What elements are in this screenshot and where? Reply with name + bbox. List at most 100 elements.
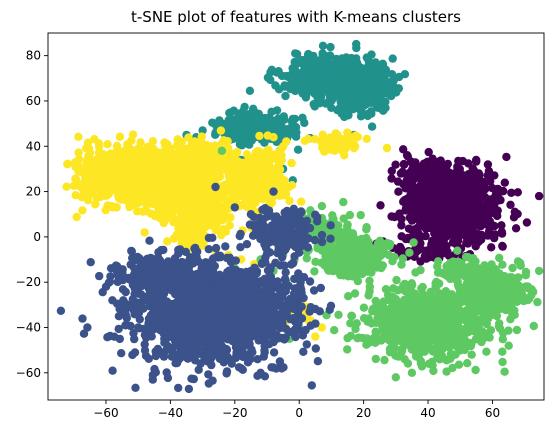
scatter-point (73, 213, 81, 221)
scatter-point (347, 136, 355, 144)
scatter-point (341, 108, 349, 116)
scatter-point (156, 169, 164, 177)
scatter-point (428, 237, 436, 245)
scatter-point (92, 173, 100, 181)
scatter-point (498, 348, 506, 356)
scatter-point (357, 64, 365, 72)
scatter-point (91, 183, 99, 191)
scatter-point (417, 359, 425, 367)
scatter-point (505, 342, 513, 350)
scatter-point (201, 214, 209, 222)
scatter-point (431, 321, 439, 329)
scatter-point (267, 108, 275, 116)
scatter-point (190, 172, 198, 180)
scatter-point (374, 335, 382, 343)
scatter-point (459, 330, 467, 338)
scatter-point (449, 294, 457, 302)
scatter-point (261, 190, 269, 198)
scatter-point (475, 324, 483, 332)
scatter-point (275, 85, 283, 93)
scatter-point (389, 54, 397, 62)
scatter-point (282, 137, 290, 145)
scatter-point (506, 201, 514, 209)
scatter-point (348, 312, 356, 320)
scatter-point (474, 316, 482, 324)
scatter-point (400, 160, 408, 168)
scatter-point (444, 305, 452, 313)
scatter-point (229, 167, 237, 175)
scatter-point (430, 169, 438, 177)
scatter-point (82, 160, 90, 168)
scatter-point (485, 196, 493, 204)
scatter-point (393, 337, 401, 345)
scatter-point (327, 139, 335, 147)
scatter-point (471, 366, 479, 374)
scatter-point (460, 227, 468, 235)
scatter-point (215, 164, 223, 172)
scatter-point (185, 233, 193, 241)
scatter-point (530, 322, 538, 330)
scatter-point (450, 179, 458, 187)
scatter-point (438, 235, 446, 243)
scatter-point (109, 184, 117, 192)
scatter-point (455, 202, 463, 210)
scatter-point (133, 176, 141, 184)
scatter-point (78, 206, 86, 214)
scatter-point (258, 159, 266, 167)
scatter-point (438, 345, 446, 353)
scatter-point (96, 163, 104, 171)
scatter-point (116, 133, 124, 141)
scatter-point (128, 150, 136, 158)
scatter-point (402, 184, 410, 192)
scatter-point (401, 355, 409, 363)
scatter-point (343, 128, 351, 136)
scatter-point (142, 181, 150, 189)
scatter-point (376, 201, 384, 209)
scatter-point (203, 154, 211, 162)
scatter-point (415, 343, 423, 351)
scatter-point (437, 328, 445, 336)
scatter-point (255, 132, 263, 140)
scatter-point (236, 192, 244, 200)
scatter-point (459, 210, 467, 218)
scatter-point (222, 166, 230, 174)
scatter-point (233, 182, 241, 190)
scatter-point (383, 144, 391, 152)
scatter-point (186, 213, 194, 221)
scatter-point (71, 175, 79, 183)
scatter-point (255, 110, 263, 118)
scatter-point (357, 107, 365, 115)
scatter-point (483, 320, 491, 328)
scatter-point (407, 309, 415, 317)
scatter-point (208, 119, 216, 127)
chart-title: t-SNE plot of features with K-means clus… (131, 8, 461, 26)
scatter-point (201, 206, 209, 214)
scatter-point (464, 159, 472, 167)
scatter-point (449, 328, 457, 336)
scatter-point (321, 59, 329, 67)
scatter-point (499, 187, 507, 195)
scatter-point (144, 170, 152, 178)
scatter-point (294, 146, 302, 154)
scatter-point (302, 93, 310, 101)
scatter-point (317, 137, 325, 145)
scatter-point (86, 149, 94, 157)
scatter-point (415, 333, 423, 341)
scatter-point (188, 181, 196, 189)
scatter-point (485, 208, 493, 216)
scatter-point (186, 151, 194, 159)
scatter-point (398, 345, 406, 353)
scatter-point (399, 198, 407, 206)
scatter-point (523, 218, 531, 226)
scatter-point (473, 229, 481, 237)
scatter-point (447, 350, 455, 358)
scatter-point (217, 231, 225, 239)
scatter-point (266, 76, 274, 84)
scatter-point (500, 368, 508, 376)
scatter-point (501, 179, 509, 187)
scatter-point (142, 157, 150, 165)
scatter-point (311, 74, 319, 82)
scatter-point (373, 314, 381, 322)
